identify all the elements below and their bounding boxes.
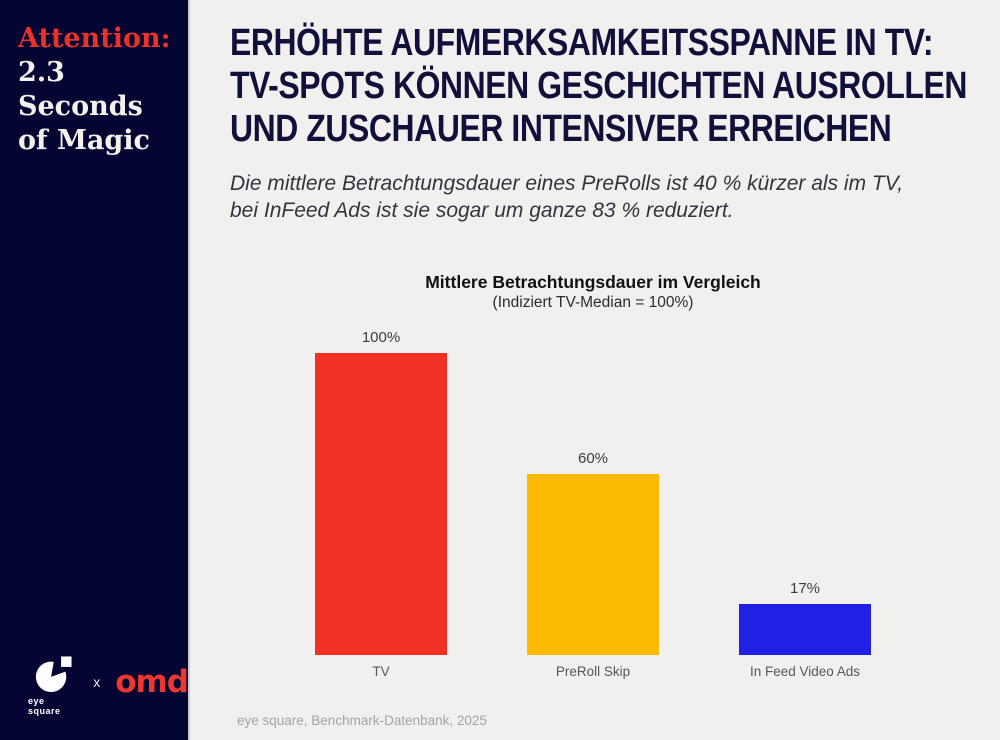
- eye-square-logo-icon: [35, 656, 72, 693]
- tagline-accent: Attention:: [18, 23, 171, 54]
- chart-subtitle: (Indiziert TV-Median = 100%): [492, 294, 694, 311]
- bar-group-preroll-skip: 60% PreRoll Skip: [527, 320, 659, 679]
- bar-group-in-feed-video-ads: 17% In Feed Video Ads: [739, 320, 871, 679]
- chart-header: Mittlere Betrachtungsdauer im Vergleich …: [315, 271, 871, 312]
- chart-title: Mittlere Betrachtungsdauer im Vergleich: [425, 272, 761, 292]
- headline-line-1: ERHÖHTE AUFMERKSAMKEITSSPANNE IN TV:: [230, 22, 934, 64]
- eye-square-logo: eye square: [28, 656, 78, 716]
- headline-line-3: UND ZUSCHAUER INTENSIVER ERREICHEN: [230, 108, 892, 150]
- bar-value-label-tv: 100%: [361, 329, 401, 346]
- source-footnote: eye square, Benchmark-Datenbank, 2025: [237, 713, 487, 728]
- bar-value-label-in-feed-video-ads: 17%: [789, 580, 821, 597]
- tagline-line1: 2.3 Seconds: [18, 57, 143, 122]
- slide-subtitle: Die mittlere Betrachtungsdauer eines Pre…: [230, 170, 903, 224]
- bar-chart-plot: 100% TV 60% PreRoll Skip 17% In Feed Video Ad…: [315, 320, 871, 679]
- bar-in-feed-video-ads: [739, 604, 871, 655]
- logo-row: eye square x omd: [28, 656, 189, 716]
- eye-square-wordmark: eye square: [28, 696, 61, 716]
- bar-group-tv: 100% TV: [315, 320, 447, 679]
- bar-category-label-preroll-skip: PreRoll Skip: [555, 664, 631, 679]
- slide-headline: ERHÖHTE AUFMERKSAMKEITSSPANNE IN TV: TV-…: [230, 22, 967, 151]
- bar-category-label-in-feed-video-ads: In Feed Video Ads: [749, 664, 861, 679]
- omd-logo: omd: [115, 664, 189, 700]
- bar-preroll-skip: [527, 474, 659, 655]
- headline-line-2: TV-SPOTS KÖNNEN GESCHICHTEN AUSROLLEN: [230, 65, 968, 107]
- subtitle-line-1: Die mittlere Betrachtungsdauer eines Pre…: [230, 172, 904, 195]
- bar-value-label-preroll-skip: 60%: [577, 450, 609, 467]
- campaign-tagline: Attention: 2.3 Seconds of Magic: [18, 22, 188, 158]
- bar-tv: [315, 353, 447, 655]
- tagline-line2: of Magic: [18, 125, 150, 156]
- sidebar: Attention: 2.3 Seconds of Magic eye squa…: [0, 0, 190, 740]
- logo-separator-x: x: [93, 674, 101, 690]
- bar-category-label-tv: TV: [372, 664, 390, 679]
- subtitle-line-2: bei InFeed Ads ist sie sogar um ganze 83…: [230, 199, 734, 222]
